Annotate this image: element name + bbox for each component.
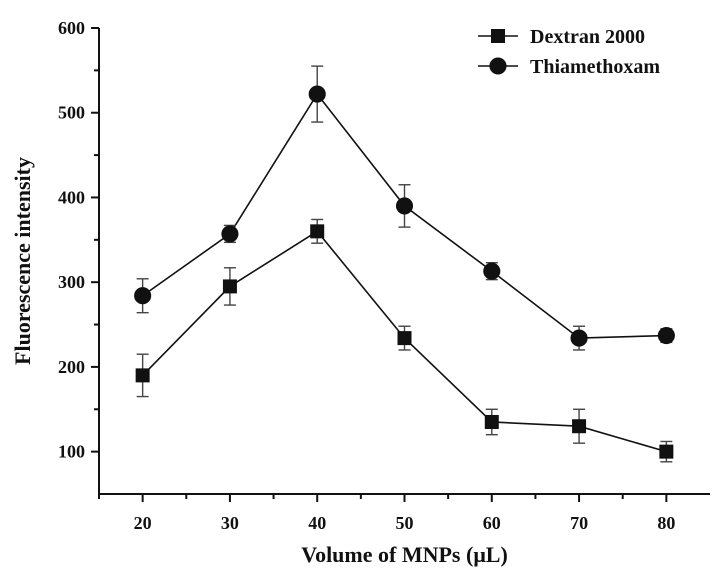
y-tick-label: 100 [58,442,85,462]
data-point [310,224,325,239]
data-point [572,419,587,434]
ticks: 20 30 40 50 60 70 80 100 200 300 400 500 600 [58,18,675,533]
legend: Dextran 2000 Thiamethoxam [478,26,660,78]
legend-circle-marker [489,57,507,75]
y-tick-label: 500 [58,103,85,123]
data-point [659,444,674,459]
x-tick-label: 40 [308,513,326,533]
data-point [657,327,675,345]
data-point [395,197,414,215]
legend-label: Dextran 2000 [530,26,645,48]
series-thiamethoxam [134,65,675,351]
data-point [222,279,237,294]
x-tick-label: 80 [657,513,675,533]
y-tick-label: 300 [58,272,85,292]
series-dextran-2000 [135,218,674,463]
data-point [570,329,588,347]
data-point [221,225,239,243]
x-tick-label: 70 [570,513,588,533]
data-point [134,287,152,305]
x-tick-label: 50 [396,513,414,533]
x-axis-title: Volume of MNPs (μL) [301,542,508,567]
x-tick-label: 20 [134,513,152,533]
y-tick-label: 600 [58,18,85,38]
legend-item: Thiamethoxam [478,56,660,78]
y-tick-label: 200 [58,357,85,377]
data-point [484,414,499,429]
x-tick-label: 30 [221,513,239,533]
legend-item: Dextran 2000 [478,26,645,48]
legend-square-marker [491,29,505,43]
data-point [308,85,326,103]
legend-label: Thiamethoxam [530,56,660,78]
data-point [483,262,501,280]
data-point [135,368,150,383]
x-tick-label: 60 [483,513,501,533]
y-axis-title: Fluorescence intensity [10,157,35,365]
series-layer [134,65,675,463]
y-tick-label: 400 [58,187,85,207]
data-point [397,331,412,346]
